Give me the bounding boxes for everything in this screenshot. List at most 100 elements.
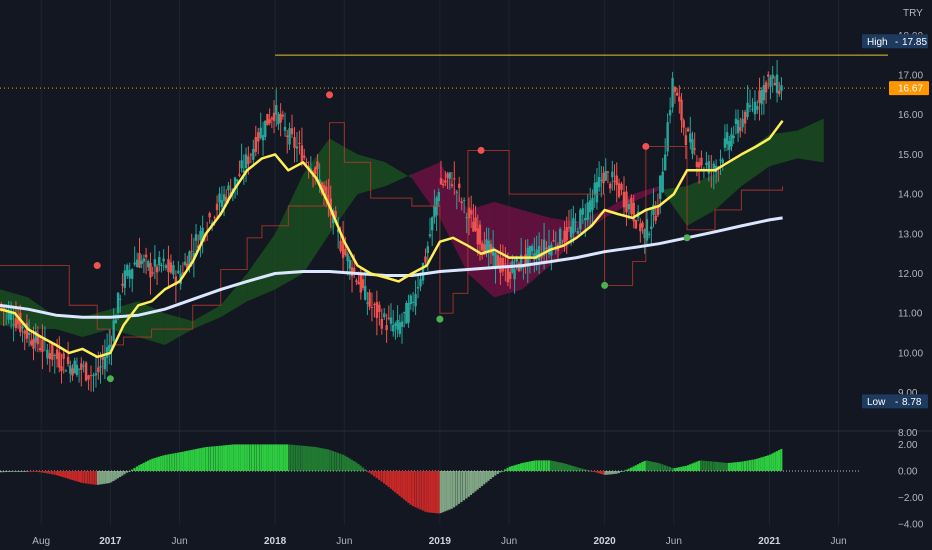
candle-body [123,270,126,288]
histogram-bar [146,460,150,471]
oscillator-pane[interactable] [0,444,860,514]
histogram-bar [329,450,332,471]
candle-body [160,265,163,267]
candle-body [400,321,404,327]
histogram-bar [97,471,100,485]
candle-body [128,269,131,279]
histogram-bar [658,463,662,471]
candle-body [121,283,124,286]
histogram-bar [172,453,175,471]
candle-body [105,346,109,358]
candle-body [126,265,129,277]
candle-body [25,322,29,339]
candle-body [435,197,438,216]
candle-body [416,286,420,289]
histogram-bar [79,471,83,483]
candle-body [519,254,523,269]
histogram-bar [491,471,495,478]
histogram-bar [506,467,509,471]
histogram-bar [465,471,468,499]
candle-body [325,186,328,196]
histogram-bar [309,446,312,471]
histogram-bar [194,449,197,471]
candle-body [368,292,371,307]
candle-body [574,221,577,223]
histogram-bar [89,471,92,485]
histogram-bar [764,456,767,471]
histogram-bar [613,471,616,474]
histogram-bar [678,467,681,471]
candle-body [630,197,633,214]
candle-body [576,230,580,234]
candle-body [58,352,61,368]
candle-body [627,204,631,210]
time-tick-label: Aug [32,536,50,547]
histogram-bar [322,448,325,471]
histogram-bar [494,471,497,476]
candle-body [66,356,70,365]
histogram-bar [439,471,442,514]
candle-body [652,204,655,216]
candle-body [671,78,674,108]
candle-body [38,348,42,351]
candle-body [524,254,527,264]
histogram-bar [522,462,525,471]
histogram-bar [446,471,449,511]
high-badge [862,34,928,49]
price-axis[interactable]: 18.0017.0016.0015.0014.0013.0012.0011.00… [862,31,929,531]
candle-body [48,353,52,360]
histogram-bar [305,446,308,471]
histogram-bar [513,465,516,471]
candle-body [339,240,342,252]
histogram-bar [741,461,744,471]
price-tick-label: 17.00 [898,71,923,82]
candle-body [402,312,406,314]
candle-body [101,356,104,360]
histogram-bar [235,444,239,471]
candle-body [661,171,664,193]
candle-body [387,317,391,319]
candle-body [748,105,752,108]
candle-body [213,217,216,219]
histogram-bar [16,471,20,472]
candle-body [428,234,432,237]
candle-body [654,215,657,221]
candle-body [732,135,735,138]
histogram-bar [387,471,390,487]
candle-body [476,228,479,245]
candle-body [680,99,683,121]
histogram-bar [46,471,49,474]
histogram-bar [652,461,655,471]
histogram-bar [348,458,351,471]
candle-body [167,259,170,273]
candle-body [602,172,605,184]
candle-body [721,159,724,164]
candle-body [771,74,774,79]
histogram-bar [130,469,134,471]
histogram-bar [725,462,729,471]
histogram-bar [58,471,61,476]
candle-body [114,319,118,324]
candle-body [314,167,317,174]
histogram-bar [710,461,713,471]
histogram-bar [201,447,204,471]
candle-body [55,349,59,360]
candle-body [663,154,667,171]
price-pane[interactable] [0,0,888,525]
candle-body [666,122,669,152]
last-badge [889,81,929,96]
histogram-bar [700,460,703,471]
cloud-segment [357,154,386,195]
candle-body [293,137,296,148]
histogram-bar [327,449,330,471]
histogram-bar [435,471,438,514]
time-axis[interactable]: Aug 2017 Jun 2018 Jun 2019 Jun 2020 Jun 2021 Jun [32,536,846,547]
cloud-segment [797,118,824,163]
histogram-bar [224,445,228,471]
time-tick-label: 2018 [264,536,287,547]
candle-body [225,196,228,203]
histogram-bar [485,471,488,483]
histogram-bar [140,464,143,471]
histogram-bar [409,471,412,505]
